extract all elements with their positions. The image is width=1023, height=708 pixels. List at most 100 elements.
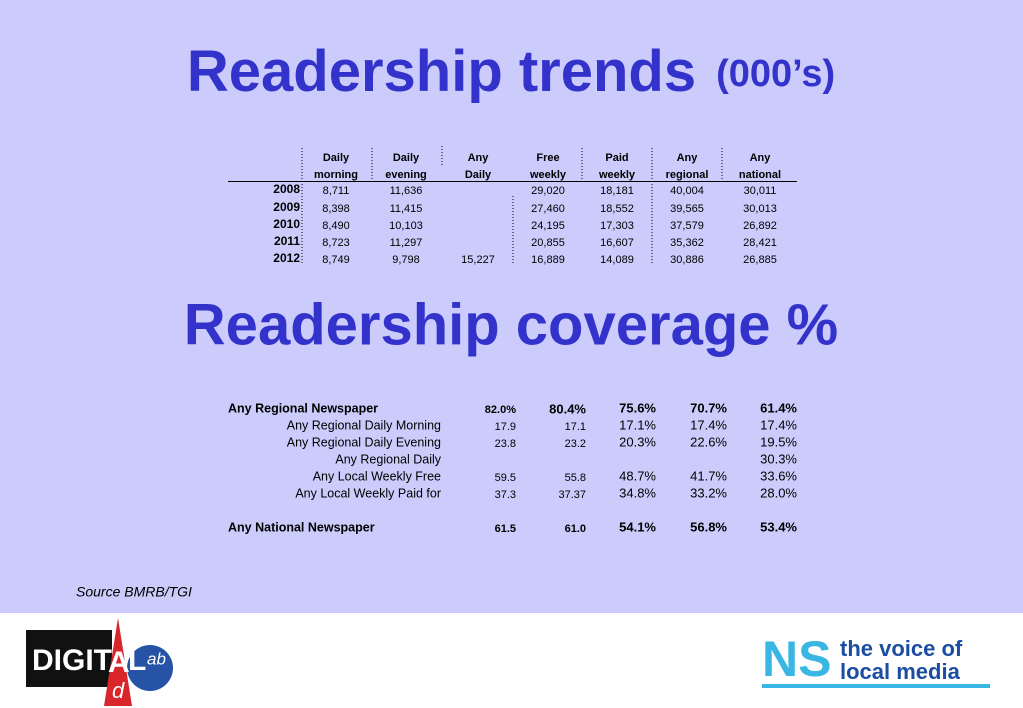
cell: 41.7% (690, 468, 727, 483)
logo-text: L (128, 644, 146, 677)
cell: 22.6% (690, 434, 727, 449)
row-year: 2012 (273, 251, 300, 265)
column-header: Daily (393, 152, 420, 164)
title-main: Readership trends (187, 39, 696, 104)
column-header: Daily (465, 169, 492, 181)
logo-triangle (104, 618, 132, 706)
column-header: morning (314, 169, 358, 181)
cell: 8,749 (322, 254, 350, 266)
cell: 82.0% (485, 404, 516, 416)
cell: 37,579 (670, 220, 704, 232)
row-year: 2008 (273, 182, 300, 196)
cell: 55.8 (565, 472, 586, 484)
cell: 18,552 (600, 203, 634, 215)
logo-text: DIGIT (32, 644, 112, 677)
cell: 8,398 (322, 203, 350, 215)
cell: 26,892 (743, 220, 777, 232)
cell: 28,421 (743, 237, 777, 249)
source-note: Source BMRB/TGI (76, 584, 192, 600)
cell: 11,415 (390, 203, 423, 215)
cell: 17,303 (600, 220, 634, 232)
column-header: Paid (605, 152, 628, 164)
column-header: Free (536, 152, 559, 164)
cell: 40,004 (670, 185, 704, 197)
cell: 75.6% (619, 400, 656, 415)
title: Readership trends (000’s) (187, 39, 835, 104)
cell: 19.5% (760, 434, 797, 449)
cell: 18,181 (600, 185, 634, 197)
cell: 33.2% (690, 485, 727, 500)
row-label: Any Regional Daily (335, 452, 441, 466)
cell: 8,711 (323, 185, 350, 197)
column-header: weekly (529, 169, 567, 181)
column-header: Daily (323, 152, 350, 164)
cell: 61.0 (565, 523, 586, 535)
logo-line: local media (840, 659, 961, 684)
cell: 34.8% (619, 485, 656, 500)
cell: 80.4% (549, 401, 586, 416)
coverage-table: Any Regional Newspaper 82.0% 80.4% 75.6% 70.… (228, 400, 797, 534)
row-label: Any Local Weekly Paid for (295, 486, 441, 500)
cell: 39,565 (670, 203, 704, 215)
cell: 33.6% (760, 468, 797, 483)
cell: 59.5 (495, 472, 516, 484)
cell: 30,011 (744, 185, 777, 197)
logo-line: the voice of (840, 636, 963, 661)
row-label: Any Regional Newspaper (228, 401, 378, 415)
cell: 9,798 (392, 254, 420, 266)
cell: 11,636 (390, 185, 423, 197)
cell: 23.8 (495, 438, 516, 450)
cell: 61.5 (495, 523, 516, 535)
cell: 14,089 (600, 254, 634, 266)
section-title: Readership coverage % (184, 292, 838, 357)
cell: 37.3 (495, 489, 516, 501)
logo-text: A (108, 646, 130, 679)
cell: 8,490 (322, 220, 350, 232)
cell: 53.4% (760, 519, 797, 534)
logo-mark: NS (762, 631, 831, 687)
cell: 70.7% (690, 400, 727, 415)
cell: 16,889 (531, 254, 565, 266)
row-label: Any National Newspaper (228, 520, 375, 534)
logo-box (26, 630, 112, 687)
column-header: regional (666, 169, 709, 181)
cell: 11,297 (390, 237, 423, 249)
logo-text: d (112, 678, 125, 703)
ns-logo: NS the voice of local media (762, 631, 990, 688)
row-label: Any Regional Daily Evening (287, 435, 441, 449)
logo-underline (762, 684, 990, 688)
title-unit: (000’s) (716, 53, 835, 95)
cell: 48.7% (619, 468, 656, 483)
cell: 20.3% (619, 434, 656, 449)
cell: 17.1% (619, 417, 656, 432)
column-header: Any (750, 152, 772, 164)
cell: 30,013 (743, 203, 777, 215)
column-header: evening (385, 169, 427, 181)
cell: 37.37 (558, 489, 586, 501)
cell: 29,020 (531, 185, 565, 197)
cell: 20,855 (531, 237, 565, 249)
row-year: 2010 (273, 217, 300, 231)
cell: 27,460 (531, 203, 565, 215)
row-year: 2011 (274, 234, 300, 248)
trends-table: Daily morning Daily evening Any Daily Free week… (273, 152, 781, 266)
cell: 30,886 (670, 254, 704, 266)
cell: 23.2 (565, 438, 586, 450)
cell: 17.1 (565, 421, 586, 433)
cell: 54.1% (619, 519, 656, 534)
cell: 30.3% (760, 451, 797, 466)
cell: 16,607 (600, 237, 634, 249)
cell: 10,103 (389, 220, 423, 232)
row-label: Any Regional Daily Morning (287, 418, 441, 432)
background (0, 0, 1023, 613)
row-label: Any Local Weekly Free (313, 469, 441, 483)
cell: 56.8% (690, 519, 727, 534)
cell: 15,227 (461, 254, 495, 266)
cell: 61.4% (760, 400, 797, 415)
logo-text: ab (147, 649, 166, 668)
dotted-dividers (301, 146, 723, 265)
cell: 17.4% (690, 417, 727, 432)
cell: 28.0% (760, 485, 797, 500)
digital-lab-logo: DIGIT A L ab d (26, 618, 173, 706)
